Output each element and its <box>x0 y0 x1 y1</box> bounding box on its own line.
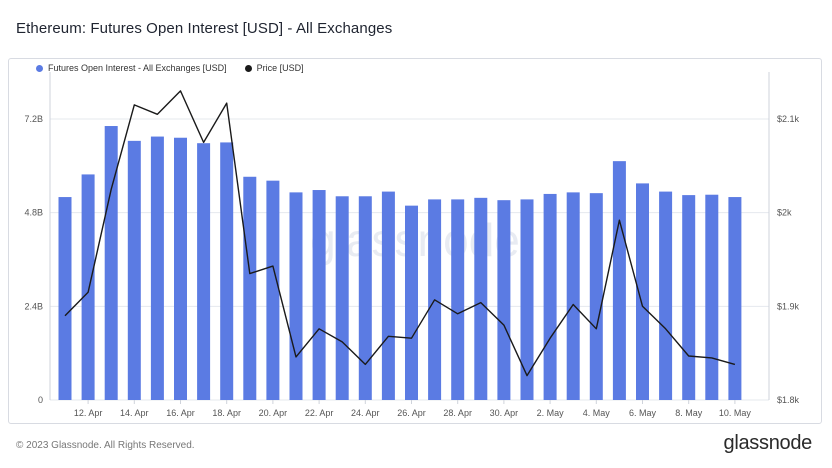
bar <box>358 196 372 400</box>
x-tick-label: 8. May <box>675 408 703 418</box>
bar <box>566 192 580 400</box>
x-tick-label: 30. Apr <box>490 408 519 418</box>
x-tick-label: 28. Apr <box>443 408 472 418</box>
bar <box>497 200 511 400</box>
x-tick-label: 4. May <box>583 408 611 418</box>
y-right-tick-label: $2k <box>777 208 792 218</box>
x-tick-label: 12. Apr <box>74 408 103 418</box>
brand-logo[interactable]: glassnode <box>723 432 813 454</box>
legend-label-open-interest: Futures Open Interest - All Exchanges [U… <box>48 63 227 73</box>
x-tick-label: 2. May <box>537 408 565 418</box>
x-tick-label: 10. May <box>719 408 752 418</box>
bar <box>381 191 395 400</box>
bar <box>659 191 673 400</box>
x-tick-label: 20. Apr <box>259 408 288 418</box>
bar <box>682 195 696 400</box>
chart-title: Ethereum: Futures Open Interest [USD] - … <box>16 20 393 37</box>
bar <box>474 197 488 400</box>
bar <box>405 205 418 400</box>
copyright-footer: © 2023 Glassnode. All Rights Reserved. <box>16 440 195 451</box>
bar <box>266 180 280 400</box>
y-left-tick-label: 4.8B <box>24 208 43 218</box>
y-right-tick-label: $1.8k <box>777 395 800 405</box>
bar <box>197 143 211 401</box>
price-line <box>64 90 736 377</box>
bar <box>127 140 141 400</box>
y-left-tick-label: 0 <box>38 395 43 405</box>
bar <box>150 136 164 400</box>
y-right-tick-label: $2.1k <box>777 114 800 124</box>
bar <box>705 194 719 400</box>
legend-item-price[interactable]: Price [USD] <box>244 63 304 73</box>
bar <box>104 126 118 401</box>
bar <box>543 193 557 400</box>
bar <box>58 197 72 400</box>
legend[interactable]: Futures Open Interest - All Exchanges [U… <box>36 63 304 73</box>
bar <box>174 137 187 400</box>
x-tick-label: 6. May <box>629 408 657 418</box>
bar <box>220 142 234 400</box>
legend-label-price: Price [USD] <box>256 63 304 73</box>
bar <box>81 174 95 400</box>
bar <box>312 190 326 400</box>
bar <box>520 199 534 400</box>
x-tick-label: 26. Apr <box>397 408 426 418</box>
bar <box>243 176 257 400</box>
chart-frame <box>8 58 822 424</box>
bar <box>636 183 649 400</box>
x-tick-label: 18. Apr <box>212 408 241 418</box>
price-series-dot-icon <box>244 64 252 72</box>
x-tick-label: 24. Apr <box>351 408 380 418</box>
bar-series-dot-icon <box>36 64 43 72</box>
y-left-tick-label: 2.4B <box>24 301 43 311</box>
bar <box>728 197 742 400</box>
bar <box>335 196 349 400</box>
bar <box>612 161 626 400</box>
legend-item-open-interest[interactable]: Futures Open Interest - All Exchanges [U… <box>36 63 227 73</box>
y-left-tick-label: 7.2B <box>24 114 43 124</box>
bar <box>289 192 303 400</box>
x-tick-label: 14. Apr <box>120 408 149 418</box>
x-tick-label: 22. Apr <box>305 408 334 418</box>
x-tick-label: 16. Apr <box>166 408 195 418</box>
bar <box>589 193 603 400</box>
bar <box>451 199 465 400</box>
y-right-tick-label: $1.9k <box>777 301 800 311</box>
